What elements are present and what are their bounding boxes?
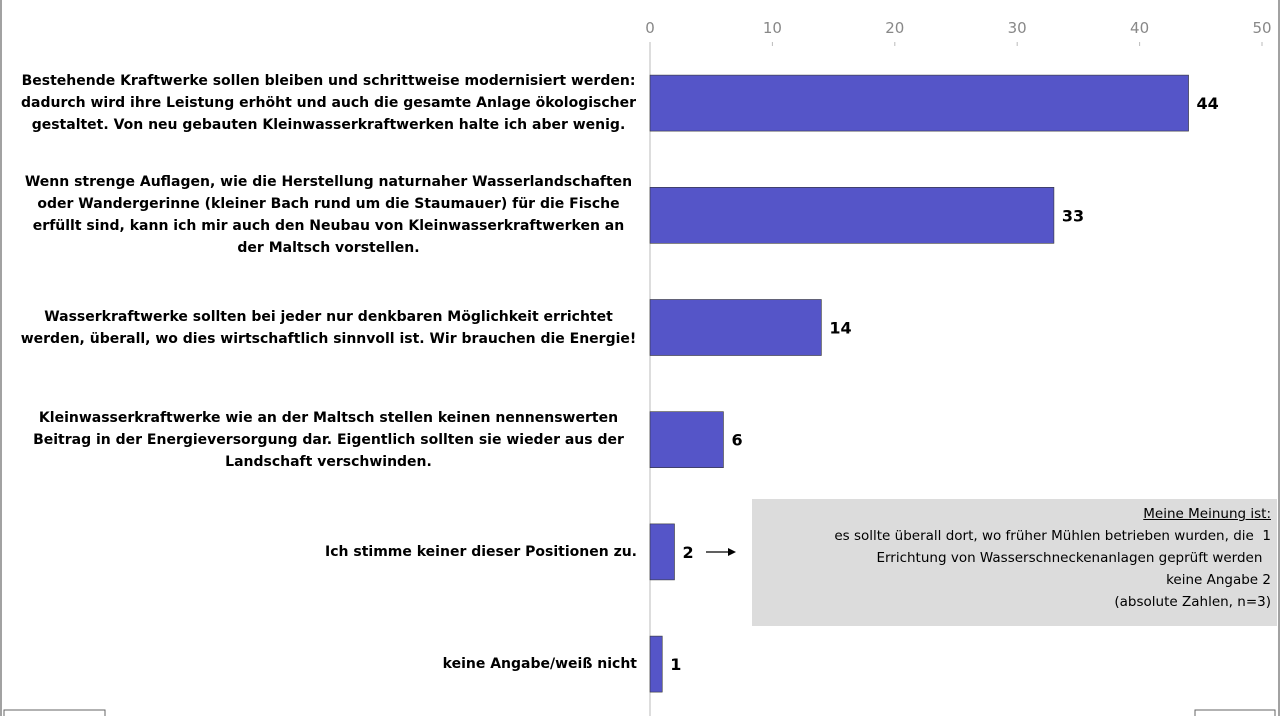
category-label: Kleinwasserkraftwerke wie an der Maltsch… bbox=[33, 409, 624, 470]
value-label: 1 bbox=[670, 655, 681, 674]
annotation-line: keine Angabe 2 bbox=[1166, 572, 1271, 588]
bar bbox=[649, 187, 1055, 244]
x-tick-label: 0 bbox=[645, 19, 655, 37]
annotation-line: Errichtung von Wasserschneckenanlagen ge… bbox=[876, 550, 1271, 566]
value-label: 2 bbox=[682, 543, 693, 562]
bar bbox=[649, 411, 724, 469]
value-label: 33 bbox=[1062, 206, 1084, 225]
annotation: Meine Meinung ist: es sollte überall dor… bbox=[752, 499, 1277, 626]
category-label: Wenn strenge Auflagen, wie die Herstellu… bbox=[24, 174, 633, 257]
x-tick-label: 20 bbox=[885, 19, 904, 37]
corner-box bbox=[3, 709, 106, 716]
annotation-heading: Meine Meinung ist: bbox=[1143, 506, 1271, 522]
bar bbox=[649, 635, 663, 693]
category-label-box: Kleinwasserkraftwerke wie an der Maltsch… bbox=[20, 380, 637, 500]
bar bbox=[649, 299, 822, 356]
category-label: Wasserkraftwerke sollten bei jeder nur d… bbox=[20, 308, 637, 347]
annotation-line: es sollte überall dort, wo früher Mühlen… bbox=[834, 528, 1271, 544]
x-tick-label: 10 bbox=[763, 19, 782, 37]
category-label-box: keine Angabe/weiß nicht bbox=[20, 604, 637, 724]
value-label: 44 bbox=[1197, 94, 1219, 113]
arrow-head bbox=[728, 548, 736, 556]
bar bbox=[649, 523, 675, 581]
bar bbox=[649, 74, 1189, 132]
category-label-box: Ich stimme keiner dieser Positionen zu. bbox=[20, 492, 637, 612]
category-label: keine Angabe/weiß nicht bbox=[442, 656, 637, 673]
x-tick-label: 40 bbox=[1130, 19, 1149, 37]
corner-box bbox=[1194, 709, 1276, 716]
category-label: Bestehende Kraftwerke sollen bleiben und… bbox=[20, 73, 637, 134]
category-label-box: Wasserkraftwerke sollten bei jeder nur d… bbox=[20, 268, 637, 388]
value-label: 14 bbox=[829, 319, 851, 338]
category-label-box: Bestehende Kraftwerke sollen bleiben und… bbox=[20, 43, 637, 163]
annotation-line: (absolute Zahlen, n=3) bbox=[1114, 594, 1271, 610]
category-label-box: Wenn strenge Auflagen, wie die Herstellu… bbox=[20, 155, 637, 275]
x-tick-label: 30 bbox=[1008, 19, 1027, 37]
value-label: 6 bbox=[731, 431, 742, 450]
x-tick-label: 50 bbox=[1252, 19, 1271, 37]
category-label: Ich stimme keiner dieser Positionen zu. bbox=[325, 543, 637, 560]
